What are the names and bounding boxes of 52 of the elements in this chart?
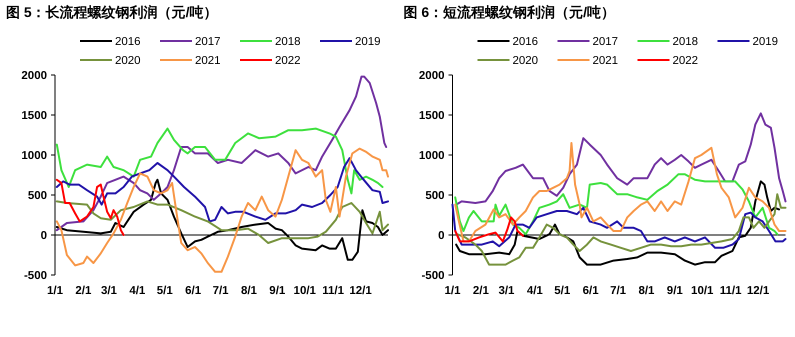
- chart-title: 图 5：长流程螺纹钢利润（元/吨）: [6, 4, 218, 20]
- x-tick-label: 8/1: [240, 285, 258, 297]
- x-tick-label: 5/1: [156, 285, 174, 297]
- x-tick-label: 4/1: [526, 285, 544, 297]
- legend-label: 2020: [115, 55, 141, 67]
- x-tick-label: 3/1: [498, 285, 516, 297]
- y-tick-label: 500: [425, 190, 444, 202]
- x-tick-label: 11/1: [322, 285, 345, 297]
- x-tick-label: 10/1: [294, 285, 317, 297]
- legend-label: 2021: [592, 55, 618, 67]
- x-tick-label: 7/1: [212, 285, 230, 297]
- x-tick-label: 6/1: [185, 285, 202, 297]
- legend-label: 2017: [195, 36, 221, 48]
- y-tick-label: -500: [421, 270, 444, 282]
- y-tick-label: 1000: [418, 150, 444, 162]
- legend-label: 2018: [275, 36, 301, 48]
- y-tick-label: 2000: [21, 70, 47, 82]
- legend-label: 2019: [752, 36, 778, 48]
- x-tick-label: 11/1: [720, 285, 742, 297]
- x-tick-label: 2/1: [472, 285, 490, 297]
- legend-label: 2016: [512, 36, 538, 48]
- y-tick-label: -500: [24, 270, 47, 282]
- y-tick-label: 0: [438, 230, 444, 242]
- legend-label: 2020: [512, 55, 538, 67]
- x-tick-label: 3/1: [100, 285, 118, 297]
- legend-label: 2016: [115, 36, 141, 48]
- x-tick-label: 6/1: [582, 285, 600, 297]
- x-tick-label: 12/1: [349, 285, 372, 297]
- y-tick-label: 1500: [21, 110, 47, 122]
- x-tick-label: 7/1: [610, 285, 627, 297]
- y-tick-label: 0: [40, 230, 47, 242]
- x-tick-label: 5/1: [554, 285, 571, 297]
- legend-label: 2022: [275, 55, 301, 67]
- legend-label: 2017: [592, 36, 618, 48]
- legend-label: 2018: [672, 36, 698, 48]
- y-tick-label: 2000: [418, 70, 444, 82]
- x-tick-label: 4/1: [129, 285, 146, 297]
- y-tick-label: 1500: [418, 110, 444, 122]
- y-tick-label: 1000: [21, 150, 47, 162]
- x-tick-label: 2/1: [75, 285, 92, 297]
- x-tick-label: 8/1: [638, 285, 656, 297]
- x-tick-label: 1/1: [47, 285, 64, 297]
- legend-label: 2022: [672, 55, 698, 67]
- x-tick-label: 1/1: [444, 285, 462, 297]
- legend-label: 2021: [195, 55, 221, 67]
- x-tick-label: 12/1: [746, 285, 770, 297]
- x-tick-label: 10/1: [691, 285, 714, 297]
- x-tick-label: 9/1: [666, 285, 684, 297]
- legend-label: 2019: [355, 36, 381, 48]
- x-tick-label: 9/1: [269, 285, 286, 297]
- y-tick-label: 500: [28, 190, 47, 202]
- chart-title: 图 6：短流程螺纹钢利润（元/吨）: [404, 4, 616, 20]
